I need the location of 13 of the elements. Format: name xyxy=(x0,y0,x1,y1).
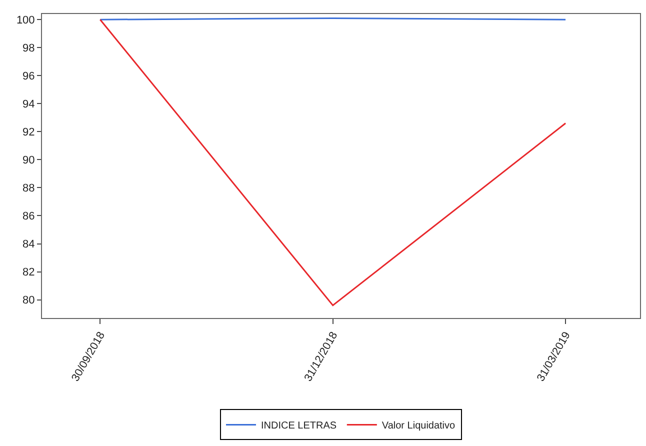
y-tick-label: 88 xyxy=(22,182,35,195)
y-tick-label: 84 xyxy=(22,238,35,251)
y-tick-label: 100 xyxy=(16,14,35,26)
y-tick-label: 94 xyxy=(22,98,35,111)
legend-label: INDICE LETRAS xyxy=(261,420,337,432)
y-tick-label: 96 xyxy=(22,70,35,82)
y-tick-label: 86 xyxy=(22,210,35,223)
y-tick-label: 80 xyxy=(22,294,35,307)
y-tick-label: 82 xyxy=(22,266,35,279)
y-tick-label: 98 xyxy=(22,42,35,54)
y-tick-label: 92 xyxy=(22,126,35,139)
legend-label: Valor Liquidativo xyxy=(382,420,456,432)
y-tick-label: 90 xyxy=(22,154,35,167)
